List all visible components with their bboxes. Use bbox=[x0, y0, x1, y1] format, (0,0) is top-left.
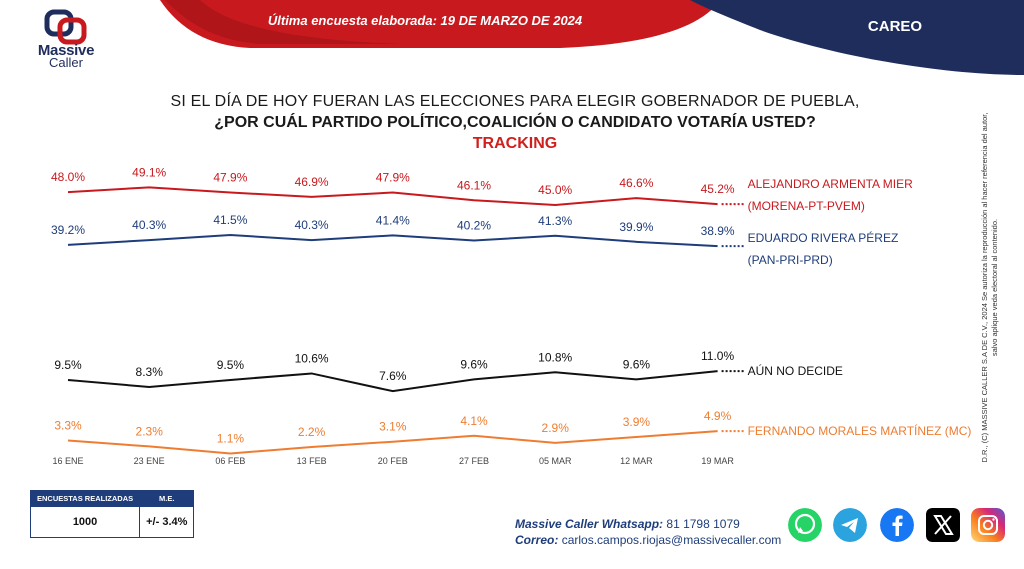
series-name-sub: (PAN-PRI-PRD) bbox=[748, 253, 833, 267]
series-name-sub: (MORENA-PT-PVEM) bbox=[748, 199, 865, 213]
data-label: 40.3% bbox=[295, 218, 329, 232]
series-name: FERNANDO MORALES MARTÍNEZ (MC) bbox=[748, 423, 972, 438]
question-line-1: SI EL DÍA DE HOY FUERAN LAS ELECCIONES P… bbox=[170, 93, 860, 110]
x-tick-label: 19 MAR bbox=[701, 456, 734, 466]
x-tick-label: 12 MAR bbox=[620, 456, 653, 466]
data-label: 46.6% bbox=[619, 176, 653, 190]
x-tick-label: 20 FEB bbox=[378, 456, 408, 466]
data-label: 4.1% bbox=[460, 414, 488, 428]
header-background bbox=[160, 0, 1024, 75]
data-label: 40.2% bbox=[457, 219, 491, 233]
data-label: 2.3% bbox=[136, 424, 164, 438]
data-label: 41.4% bbox=[376, 213, 410, 227]
x-tick-label: 06 FEB bbox=[215, 456, 245, 466]
x-tick-label: 13 FEB bbox=[297, 456, 327, 466]
data-label: 11.0% bbox=[701, 349, 734, 363]
data-label: 39.9% bbox=[619, 220, 653, 234]
data-label: 9.6% bbox=[623, 357, 651, 371]
data-label: 41.3% bbox=[538, 214, 572, 228]
survey-stats-table: ENCUESTAS REALIZADAS M.E. 1000 +/- 3.4% bbox=[29, 490, 195, 538]
stats-me-value: +/- 3.4% bbox=[139, 506, 195, 538]
series-line-3 bbox=[67, 430, 718, 455]
tracking-chart: 48.0% 49.1% 47.9% 46.9% 47.9% 46.1% 45.0% 46.6%… bbox=[51, 165, 972, 466]
data-label: 4.9% bbox=[704, 409, 732, 423]
brand-name-line2: Caller bbox=[49, 55, 83, 70]
data-label: 45.2% bbox=[701, 182, 735, 196]
data-label: 46.9% bbox=[295, 175, 329, 189]
whatsapp-contact: Massive Caller Whatsapp: 81 1798 1079 bbox=[515, 517, 740, 531]
question-line-2: ¿POR CUÁL PARTIDO POLÍTICO,COALICIÓN O C… bbox=[214, 114, 816, 131]
data-label: 40.3% bbox=[132, 218, 166, 232]
data-label: 9.5% bbox=[54, 358, 82, 372]
data-label: 41.5% bbox=[213, 213, 247, 227]
data-label: 2.9% bbox=[542, 421, 570, 435]
series-name: ALEJANDRO ARMENTA MIER bbox=[748, 177, 913, 191]
brand-name-line1: Massive bbox=[37, 42, 95, 59]
data-label: 49.1% bbox=[132, 165, 166, 179]
x-tick-label: 23 ENE bbox=[134, 456, 165, 466]
data-label: 1.1% bbox=[217, 432, 245, 446]
data-label: 3.3% bbox=[54, 419, 82, 433]
brand-logo bbox=[44, 9, 87, 45]
data-label: 45.0% bbox=[538, 183, 572, 197]
x-icon[interactable] bbox=[926, 508, 960, 542]
data-label: 10.8% bbox=[538, 350, 572, 364]
whatsapp-icon[interactable] bbox=[788, 508, 822, 542]
facebook-icon[interactable] bbox=[880, 508, 914, 542]
data-label: 2.2% bbox=[298, 425, 326, 439]
data-label: 47.9% bbox=[213, 171, 247, 185]
stats-header-me: M.E. bbox=[139, 490, 195, 507]
data-label: 7.6% bbox=[379, 369, 407, 383]
data-label: 3.9% bbox=[623, 415, 651, 429]
data-label: 8.3% bbox=[136, 365, 164, 379]
data-label: 39.2% bbox=[51, 223, 85, 237]
series-line-2 bbox=[67, 370, 718, 393]
email-address[interactable]: carlos.campos.riojas@massivecaller.com bbox=[561, 533, 782, 547]
data-label: 47.9% bbox=[376, 171, 410, 185]
x-tick-label: 05 MAR bbox=[539, 456, 572, 466]
telegram-icon[interactable] bbox=[833, 508, 867, 542]
whatsapp-label: Massive Caller Whatsapp: bbox=[515, 517, 664, 531]
series-line-0 bbox=[67, 186, 718, 207]
series-name: AÚN NO DECIDE bbox=[748, 363, 843, 378]
x-tick-label: 27 FEB bbox=[459, 456, 489, 466]
series-line-1 bbox=[67, 233, 718, 248]
data-label: 48.0% bbox=[51, 170, 85, 184]
email-contact: Correo: carlos.campos.riojas@massivecall… bbox=[515, 533, 781, 547]
data-label: 9.5% bbox=[217, 358, 245, 372]
stats-surveys-value: 1000 bbox=[29, 506, 141, 538]
data-label: 10.6% bbox=[295, 351, 329, 365]
x-tick-label: 16 ENE bbox=[52, 456, 83, 466]
survey-date: Última encuesta elaborada: 19 DE MARZO D… bbox=[267, 13, 583, 28]
data-label: 46.1% bbox=[457, 178, 491, 192]
section-title: CAREO bbox=[867, 18, 923, 35]
series-name: EDUARDO RIVERA PÉREZ bbox=[748, 230, 899, 245]
tracking-title: TRACKING bbox=[472, 135, 558, 152]
data-label: 3.1% bbox=[379, 420, 407, 434]
email-label: Correo: bbox=[515, 533, 559, 547]
instagram-icon[interactable] bbox=[971, 508, 1005, 542]
data-label: 9.6% bbox=[460, 357, 488, 371]
data-label: 38.9% bbox=[701, 224, 735, 238]
whatsapp-number[interactable]: 81 1798 1079 bbox=[666, 517, 740, 531]
stats-header-surveys: ENCUESTAS REALIZADAS bbox=[29, 490, 141, 507]
